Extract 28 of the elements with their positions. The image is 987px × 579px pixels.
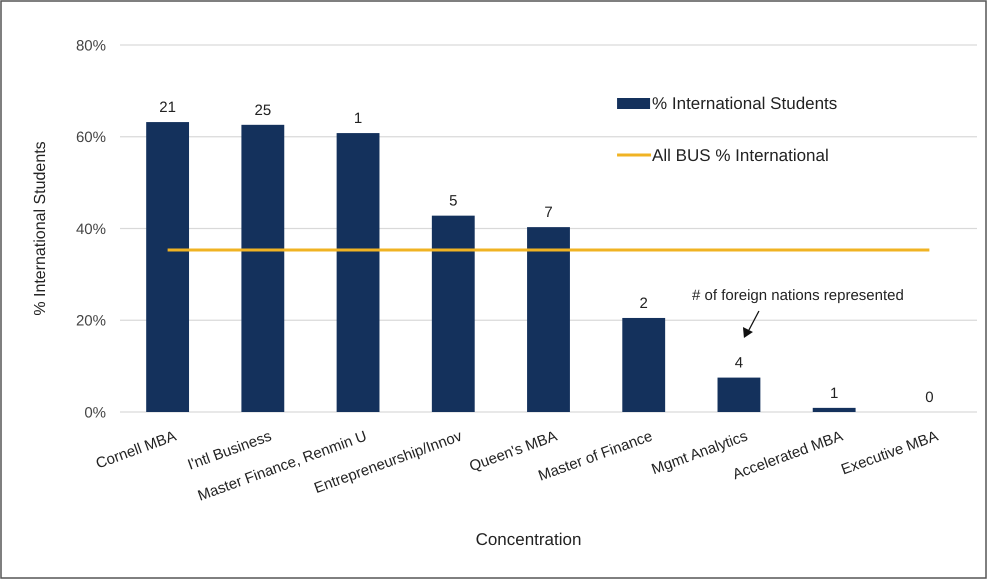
bar <box>622 318 666 412</box>
annotation: 5 <box>449 192 458 210</box>
legend-label: All BUS % International <box>652 146 829 165</box>
x-tick-label: Cornell MBA <box>94 428 179 472</box>
bar <box>812 408 856 412</box>
y-tick-label: 20% <box>76 312 106 330</box>
annotation: 25 <box>254 102 272 119</box>
bar <box>336 133 380 412</box>
bar <box>718 378 760 412</box>
annotation: 21 <box>159 99 176 116</box>
bar <box>527 227 570 412</box>
y-axis-title: % International Students <box>32 141 49 316</box>
bar <box>146 122 190 412</box>
y-tick-label: 0% <box>84 404 106 422</box>
annotation: 0 <box>925 389 934 406</box>
legend-label: % International Students <box>652 94 838 113</box>
annotation: # of foreign nations represented <box>692 287 904 304</box>
annotation: 1 <box>354 110 362 128</box>
y-tick-label: 80% <box>76 37 106 54</box>
y-tick-label: 40% <box>76 220 106 238</box>
annotation: 2 <box>640 294 648 312</box>
y-tick-label: 60% <box>76 129 106 146</box>
annotation: 4 <box>734 354 744 372</box>
annotation: 1 <box>830 384 838 402</box>
annotation: 7 <box>544 204 553 222</box>
x-axis-title: Concentration <box>476 530 582 549</box>
bar <box>432 216 475 412</box>
bar <box>241 124 284 412</box>
